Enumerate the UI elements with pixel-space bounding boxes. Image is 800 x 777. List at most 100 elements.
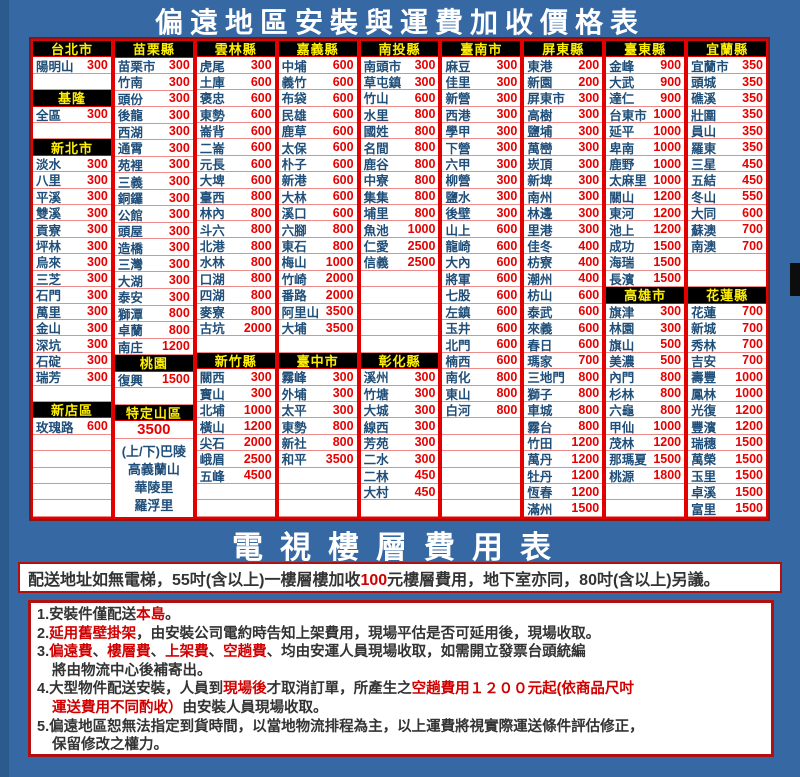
fee-row: 二水 300 xyxy=(360,451,439,468)
area-name: 崙背 xyxy=(199,125,225,140)
region-header: 苗栗縣 xyxy=(114,41,193,58)
fee-row: 楠西 600 xyxy=(442,353,521,370)
area-name: 峨眉 xyxy=(199,453,225,468)
text-segment: 、 xyxy=(208,644,224,661)
fee-amount: 300 xyxy=(87,337,108,352)
notes-list: 1.安裝件僅配送本島。 2.延用舊壁掛架，由安裝公司電約時告知上架費用，現場平估是… xyxy=(37,606,765,755)
fee-amount: 600 xyxy=(496,238,518,253)
fee-row: 六龜 800 xyxy=(606,402,685,419)
fee-row: 六甲 300 xyxy=(442,156,521,173)
fee-row: 瑞芳 300 xyxy=(33,369,111,386)
area-name: 萬榮 xyxy=(691,453,717,468)
fee-row: 通霄 300 xyxy=(114,140,193,157)
area-name: 霧台 xyxy=(527,420,553,435)
fee-amount: 300 xyxy=(87,107,108,122)
fee-amount: 700 xyxy=(742,337,764,352)
area-name: 富里 xyxy=(691,502,717,517)
area-name: 台東市 xyxy=(609,108,647,123)
blank-row xyxy=(606,484,685,501)
text-segment: 2. xyxy=(37,625,50,642)
fee-row: 車城 800 xyxy=(524,402,603,419)
area-name: 草屯鎮 xyxy=(363,76,402,91)
area-name: 員山 xyxy=(691,125,717,140)
fee-column: 台北市 陽明山 300 基隆 全區 300 新北市 淡水 300 八里 300 平溪 300 雙溪 300 貢… xyxy=(31,39,113,519)
region-header: 屏東縣 xyxy=(524,41,603,58)
area-name: 枋山 xyxy=(527,289,553,304)
blank-row xyxy=(33,451,111,468)
fee-amount: 600 xyxy=(496,304,518,319)
fee-row: 豐濱 1200 xyxy=(688,418,767,435)
fee-row: 霧台 800 xyxy=(524,418,603,435)
area-name: 桃源 xyxy=(609,469,635,484)
text-segment: 空趟費用１２００元起(依商品尺吋 xyxy=(411,681,634,698)
fee-amount: 300 xyxy=(168,223,190,238)
area-name: 林內 xyxy=(199,207,225,222)
fee-row: 金山 300 xyxy=(33,320,111,337)
fee-row: 番路 2000 xyxy=(278,287,357,304)
blank-row xyxy=(442,500,521,517)
fee-amount: 1000 xyxy=(407,222,436,237)
fee-row: 卓溪 1500 xyxy=(688,484,767,501)
area-name: 和平 xyxy=(281,453,307,468)
area-name: 崁頂 xyxy=(527,158,553,173)
area-name: 學甲 xyxy=(445,125,471,140)
area-name: 蘇澳 xyxy=(691,223,717,238)
text-segment: 上架費 xyxy=(165,644,209,661)
fee-row: 宜蘭市 350 xyxy=(688,57,767,74)
fee-amount: 700 xyxy=(742,320,764,335)
area-name: 高樹 xyxy=(527,108,553,123)
fee-amount: 350 xyxy=(742,74,764,89)
fee-row: 三義 300 xyxy=(114,173,193,190)
area-name: 西湖 xyxy=(117,125,143,140)
text-segment: 3. xyxy=(37,644,50,661)
region-header: 南投縣 xyxy=(360,41,439,58)
area-name: 古坑 xyxy=(199,322,225,337)
area-name: 東石 xyxy=(281,240,307,255)
fee-amount: 1200 xyxy=(571,451,600,466)
fee-row: 成功 1500 xyxy=(606,238,685,255)
fee-row: 中埔 600 xyxy=(278,57,357,74)
fee-row: 那瑪夏 1500 xyxy=(606,451,685,468)
fee-amount: 700 xyxy=(578,353,600,368)
fee-row: 二林 450 xyxy=(360,468,439,484)
fee-row: 民雄 600 xyxy=(278,107,357,124)
area-name: 北門 xyxy=(445,338,471,353)
fee-row: 光復 1200 xyxy=(688,402,767,419)
fee-amount: 350 xyxy=(742,58,764,73)
area-name: 新社 xyxy=(281,436,307,451)
area-name: 魚池 xyxy=(363,223,389,238)
fee-row: 竹塘 300 xyxy=(360,386,439,402)
area-name: 大同 xyxy=(691,207,717,222)
area-name: 麥寮 xyxy=(199,305,225,320)
fee-column: 臺南市 麻豆 300 佳里 300 新營 300 西港 300 學甲 300 下營 300 六甲 300 柳營… xyxy=(440,39,523,519)
text-segment: 現場後 xyxy=(223,681,267,698)
area-name: 四湖 xyxy=(199,289,225,304)
fee-row: 五結 450 xyxy=(688,172,767,189)
fee-row: 霧峰 300 xyxy=(278,369,357,386)
area-name: 春日 xyxy=(527,338,553,353)
text-segment: 將由物流中心後補寄出。 xyxy=(52,662,212,679)
fee-amount: 300 xyxy=(168,91,190,106)
fee-row: 芳苑 300 xyxy=(360,435,439,452)
fee-row: 美濃 500 xyxy=(606,353,685,370)
area-name: 番路 xyxy=(281,289,307,304)
area-name: 竹田 xyxy=(527,436,553,451)
area-name: 復興 xyxy=(117,373,143,388)
fee-amount: 600 xyxy=(250,123,272,138)
fee-amount: 300 xyxy=(87,304,108,319)
fee-row: 東勢 800 xyxy=(278,418,357,435)
area-name: 大武 xyxy=(609,76,635,91)
fee-row: 西港 300 xyxy=(442,107,521,124)
area-name: 石門 xyxy=(36,289,62,304)
fee-row: 貢寮 300 xyxy=(33,221,111,238)
fee-row: 溪口 600 xyxy=(278,205,357,222)
area-name: 頭份 xyxy=(117,92,143,107)
fee-amount: 500 xyxy=(660,337,682,352)
area-name: 口湖 xyxy=(199,272,225,287)
fee-amount: 200 xyxy=(578,74,600,89)
fee-amount: 800 xyxy=(414,123,436,138)
fee-row: 將軍 600 xyxy=(442,271,521,288)
area-name: 壽豐 xyxy=(691,371,717,386)
fee-amount: 1000 xyxy=(653,140,682,155)
fee-amount: 800 xyxy=(578,402,600,417)
